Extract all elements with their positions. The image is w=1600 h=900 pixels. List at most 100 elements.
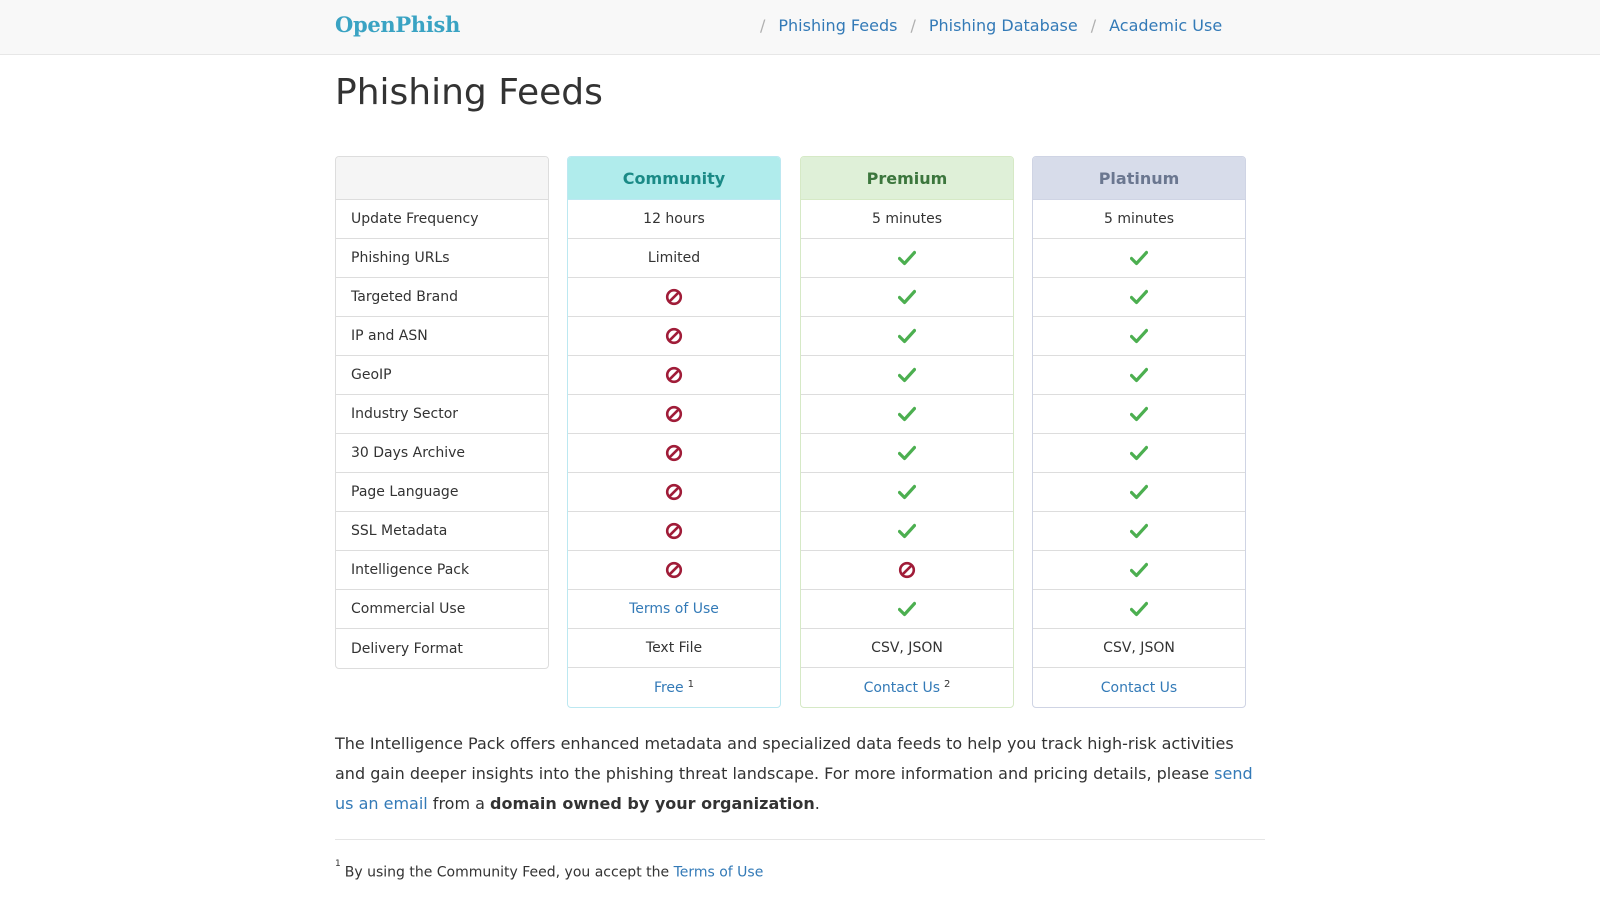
feature-cell bbox=[801, 551, 1013, 590]
feature-cell bbox=[568, 434, 780, 473]
brand-logo-link[interactable]: OpenPhish bbox=[335, 12, 461, 37]
feature-cell bbox=[1033, 356, 1245, 395]
feature-label: Phishing URLs bbox=[336, 239, 548, 278]
check-icon bbox=[1130, 601, 1148, 617]
check-icon bbox=[1130, 484, 1148, 500]
feature-cell bbox=[1033, 473, 1245, 512]
feature-cell bbox=[801, 512, 1013, 551]
nav-separator: / bbox=[910, 16, 916, 35]
feature-label: IP and ASN bbox=[336, 317, 548, 356]
feature-cell bbox=[1033, 551, 1245, 590]
feature-cell: Terms of Use bbox=[568, 590, 780, 629]
platinum-update-frequency: 5 minutes bbox=[1033, 200, 1245, 239]
feature-cell bbox=[1033, 434, 1245, 473]
description-text: . bbox=[814, 794, 820, 813]
premium-contact-us-link[interactable]: Contact Us bbox=[863, 679, 941, 696]
description-emphasis: domain owned by your organization bbox=[490, 794, 815, 813]
nav-separator: / bbox=[1090, 16, 1097, 35]
feature-cell bbox=[801, 590, 1013, 629]
footnote-marker: 1 bbox=[687, 679, 695, 690]
feature-cell bbox=[1033, 512, 1245, 551]
ban-icon bbox=[665, 522, 683, 540]
feature-cell bbox=[568, 356, 780, 395]
community-phishing-urls: Limited bbox=[568, 239, 780, 278]
feature-labels-header bbox=[336, 157, 548, 200]
premium-plan-header: Premium bbox=[801, 157, 1013, 200]
community-terms-of-use-link[interactable]: Terms of Use bbox=[629, 601, 719, 617]
nav-separator: / bbox=[760, 16, 766, 35]
feature-label: Industry Sector bbox=[336, 395, 548, 434]
check-icon bbox=[898, 328, 916, 344]
check-icon bbox=[1130, 445, 1148, 461]
footnote-marker: 2 bbox=[944, 679, 951, 690]
footnote-1: 1By using the Community Feed, you accept… bbox=[335, 859, 764, 881]
feature-cell bbox=[568, 278, 780, 317]
feature-label: Update Frequency bbox=[336, 200, 548, 239]
nav-link-phishing-feeds[interactable]: Phishing Feeds bbox=[778, 16, 898, 35]
check-icon bbox=[898, 484, 916, 500]
section-divider bbox=[335, 839, 1265, 840]
footnote-text: By using the Community Feed, you accept … bbox=[344, 864, 674, 881]
feature-cell bbox=[1033, 278, 1245, 317]
nav-link-phishing-database[interactable]: Phishing Database bbox=[928, 16, 1078, 35]
ban-icon bbox=[665, 288, 683, 306]
community-plan-header: Community bbox=[568, 157, 780, 200]
send-email-link[interactable]: send us an email bbox=[335, 764, 1253, 813]
ban-icon bbox=[898, 561, 916, 579]
community-plan-column: Community 12 hours Limited Terms of Use … bbox=[567, 156, 781, 708]
community-update-frequency: 12 hours bbox=[568, 200, 780, 239]
check-icon bbox=[1130, 406, 1148, 422]
check-icon bbox=[898, 289, 916, 305]
feature-cell bbox=[801, 434, 1013, 473]
feature-label: Delivery Format bbox=[351, 640, 463, 657]
feature-label: Page Language bbox=[336, 473, 548, 512]
check-icon bbox=[1130, 250, 1148, 266]
ban-icon bbox=[665, 405, 683, 423]
description-text: The Intelligence Pack offers enhanced me… bbox=[335, 734, 1234, 783]
platinum-contact-us-link[interactable]: Contact Us bbox=[1100, 679, 1178, 696]
check-icon bbox=[1130, 523, 1148, 539]
premium-delivery-format: CSV, JSON bbox=[801, 629, 1013, 668]
feature-cell bbox=[1033, 395, 1245, 434]
feature-cell bbox=[1033, 590, 1245, 629]
feature-cell bbox=[568, 551, 780, 590]
feature-cell bbox=[1033, 239, 1245, 278]
ban-icon bbox=[665, 483, 683, 501]
feature-cell bbox=[568, 512, 780, 551]
feature-cell bbox=[801, 278, 1013, 317]
feature-label: SSL Metadata bbox=[336, 512, 548, 551]
feature-cell: Contact Us 2 bbox=[801, 668, 1013, 707]
page-title: Phishing Feeds bbox=[335, 72, 603, 113]
feature-label: GeoIP bbox=[336, 356, 548, 395]
intelligence-pack-description: The Intelligence Pack offers enhanced me… bbox=[335, 729, 1265, 819]
feature-cell bbox=[801, 317, 1013, 356]
description-text: from a bbox=[427, 794, 491, 813]
feature-labels-column: Update Frequency Phishing URLs Targeted … bbox=[335, 156, 549, 669]
feature-cell bbox=[801, 239, 1013, 278]
premium-update-frequency: 5 minutes bbox=[801, 200, 1013, 239]
platinum-plan-column: Platinum 5 minutes CSV, JSON Contact Us bbox=[1032, 156, 1246, 708]
check-icon bbox=[1130, 367, 1148, 383]
ban-icon bbox=[665, 327, 683, 345]
ban-icon bbox=[665, 561, 683, 579]
check-icon bbox=[1130, 562, 1148, 578]
premium-plan-column: Premium 5 minutes CSV, JSON Contact Us 2 bbox=[800, 156, 1014, 708]
community-free-link[interactable]: Free bbox=[653, 679, 684, 696]
top-navbar: OpenPhish / Phishing Feeds / Phishing Da… bbox=[0, 0, 1600, 55]
check-icon bbox=[898, 250, 916, 266]
ban-icon bbox=[665, 366, 683, 384]
community-delivery-format: Text File bbox=[568, 629, 780, 668]
feature-cell: Free 1 bbox=[568, 668, 780, 707]
nav-link-academic-use[interactable]: Academic Use bbox=[1109, 16, 1223, 35]
check-icon bbox=[1130, 328, 1148, 344]
feature-cell bbox=[1033, 317, 1245, 356]
feature-cell: Contact Us bbox=[1033, 668, 1245, 707]
feature-cell bbox=[568, 317, 780, 356]
check-icon bbox=[898, 367, 916, 383]
feature-cell bbox=[568, 395, 780, 434]
feature-cell bbox=[801, 395, 1013, 434]
footnote-terms-of-use-link[interactable]: Terms of Use bbox=[673, 864, 764, 881]
platinum-delivery-format: CSV, JSON bbox=[1033, 629, 1245, 668]
feature-label: Commercial Use bbox=[336, 590, 548, 629]
platinum-plan-header: Platinum bbox=[1033, 157, 1245, 200]
